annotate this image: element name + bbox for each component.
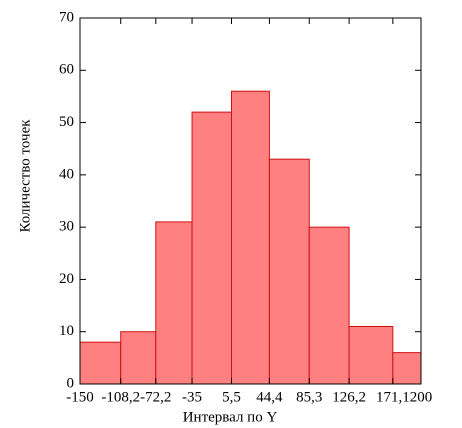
bar (120, 331, 157, 385)
y-tick-label: 20 (59, 271, 74, 287)
bar (231, 90, 270, 385)
plot-frame (79, 17, 422, 385)
y-tick-label: 30 (59, 219, 74, 235)
x-tick-label: -108,2 (101, 389, 140, 405)
y-tick-label: 10 (59, 323, 74, 339)
bar (155, 221, 193, 385)
x-tick-label: -72,2 (140, 389, 171, 405)
bar (191, 111, 233, 385)
y-tick-label: 0 (67, 375, 75, 391)
bar (79, 341, 122, 385)
y-axis-label: Количество точек (17, 119, 33, 233)
x-tick-label: -150 (66, 389, 94, 405)
x-tick-label: 171,1 (376, 389, 410, 405)
y-tick-label: 70 (59, 9, 74, 25)
y-tick-label: 40 (59, 166, 74, 182)
x-tick-label: -35 (182, 389, 202, 405)
bar (348, 325, 394, 385)
x-tick-label: 5,5 (222, 389, 241, 405)
x-tick-label: 85,3 (296, 389, 322, 405)
bar (268, 158, 310, 385)
x-tick-label: 44,4 (256, 389, 283, 405)
bar (308, 226, 350, 385)
x-axis-label: Интервал по Y (183, 409, 278, 425)
y-tick-label: 60 (59, 62, 74, 78)
x-tick-label: 126,2 (332, 389, 366, 405)
x-tick-label: 200 (410, 389, 433, 405)
bar (392, 352, 422, 385)
y-tick-label: 50 (59, 114, 74, 130)
